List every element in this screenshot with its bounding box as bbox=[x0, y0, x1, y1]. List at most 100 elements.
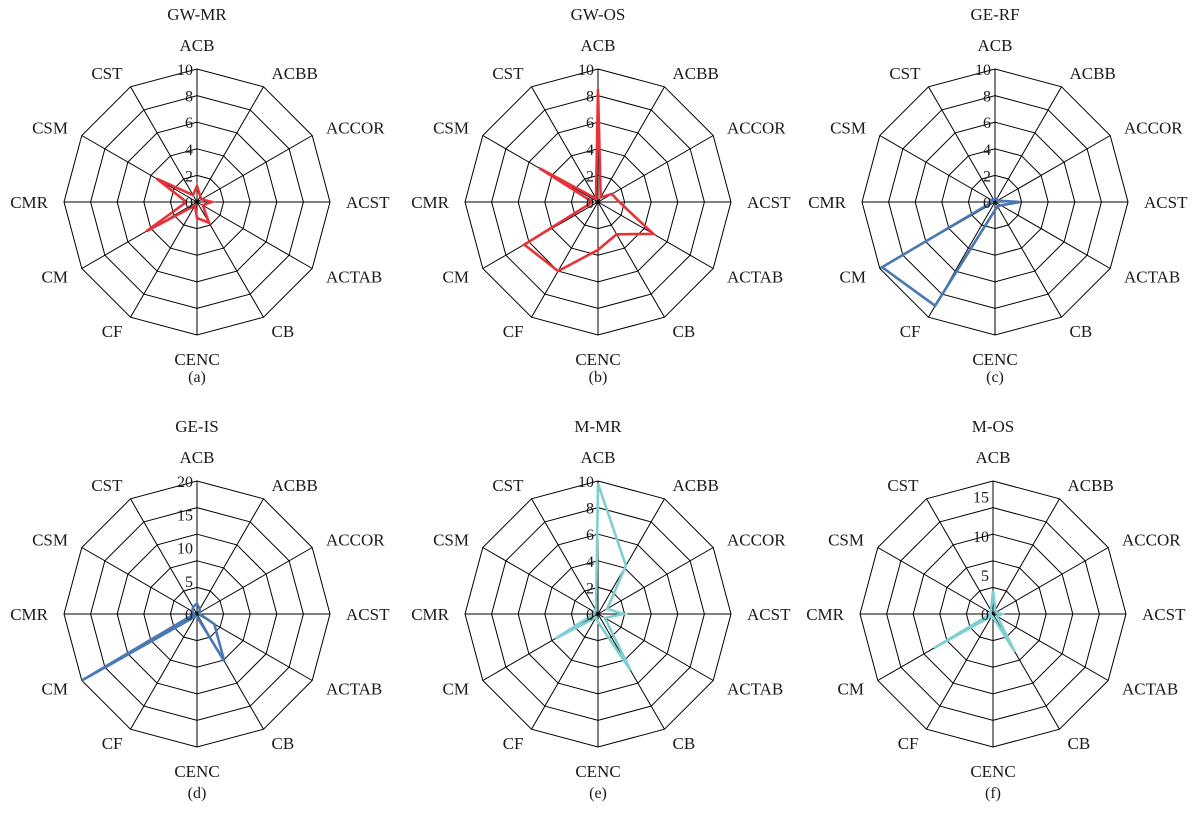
radial-tick-label: 8 bbox=[983, 89, 991, 106]
chart-title: GW-OS bbox=[571, 5, 626, 24]
category-label: ACB bbox=[581, 36, 616, 55]
category-label: CENC bbox=[174, 350, 219, 369]
category-label: CMR bbox=[10, 605, 48, 624]
panel-label: (b) bbox=[589, 369, 608, 386]
category-label: ACST bbox=[747, 193, 791, 212]
category-label: ACST bbox=[1144, 193, 1188, 212]
radial-tick-label: 6 bbox=[185, 115, 193, 132]
chart-title: GE-IS bbox=[175, 417, 218, 436]
category-label: ACTAB bbox=[1122, 680, 1178, 699]
category-label: CST bbox=[492, 64, 524, 83]
radial-tick-label: 8 bbox=[185, 89, 193, 106]
category-label: CSM bbox=[828, 531, 864, 550]
category-label: CM bbox=[42, 268, 68, 287]
radial-tick-label: 2 bbox=[586, 580, 594, 597]
radial-tick-label: 8 bbox=[586, 501, 594, 518]
panel-label: (f) bbox=[985, 785, 1001, 802]
category-label: ACBB bbox=[1070, 64, 1116, 83]
chart-title: M-MR bbox=[574, 417, 622, 436]
category-label: CF bbox=[503, 734, 524, 753]
category-label: CST bbox=[492, 476, 524, 495]
chart-title: GE-RF bbox=[970, 5, 1019, 24]
radial-tick-label: 0 bbox=[981, 607, 989, 624]
category-label: CSM bbox=[830, 119, 866, 138]
category-label: CENC bbox=[174, 762, 219, 781]
category-label: CM bbox=[443, 268, 469, 287]
category-label: CB bbox=[272, 322, 295, 341]
radar-panel-1: 0246810ACBACBBACCORACSTACTABCBCENCCFCMCM… bbox=[10, 5, 390, 386]
category-label: ACBB bbox=[272, 64, 318, 83]
category-label: ACTAB bbox=[727, 268, 783, 287]
radar-panel-5: 0246810ACBACBBACCORACSTACTABCBCENCCFCMCM… bbox=[411, 417, 791, 802]
category-label: ACTAB bbox=[326, 268, 382, 287]
category-label: CB bbox=[673, 322, 696, 341]
radial-tick-label: 15 bbox=[177, 507, 193, 524]
radial-tick-label: 0 bbox=[185, 607, 193, 624]
radar-series-line bbox=[934, 591, 1015, 652]
category-label: ACBB bbox=[1068, 476, 1114, 495]
category-label: ACB bbox=[180, 36, 215, 55]
category-label: CM bbox=[42, 680, 68, 699]
radar-series-line bbox=[82, 603, 225, 680]
category-label: CSM bbox=[32, 119, 68, 138]
category-label: ACB bbox=[976, 448, 1011, 467]
category-label: ACB bbox=[581, 448, 616, 467]
radial-tick-label: 4 bbox=[983, 142, 991, 159]
category-label: CF bbox=[898, 734, 919, 753]
category-label: ACCOR bbox=[727, 119, 786, 138]
category-label: CMR bbox=[411, 193, 449, 212]
panel-label: (a) bbox=[188, 369, 206, 386]
category-label: CF bbox=[102, 322, 123, 341]
radial-tick-label: 0 bbox=[586, 607, 594, 624]
category-label: ACCOR bbox=[326, 119, 385, 138]
radial-tick-label: 5 bbox=[981, 568, 989, 585]
radial-tick-label: 10 bbox=[177, 62, 193, 79]
radial-tick-label: 20 bbox=[177, 474, 193, 491]
category-label: ACTAB bbox=[727, 680, 783, 699]
category-label: CST bbox=[889, 64, 921, 83]
category-label: ACTAB bbox=[326, 680, 382, 699]
category-label: CMR bbox=[806, 605, 844, 624]
category-label: CENC bbox=[972, 350, 1017, 369]
radial-tick-label: 10 bbox=[578, 474, 594, 491]
category-label: CB bbox=[1070, 322, 1093, 341]
radial-tick-label: 0 bbox=[983, 195, 991, 212]
category-label: CF bbox=[900, 322, 921, 341]
category-label: ACBB bbox=[673, 476, 719, 495]
radial-tick-label: 2 bbox=[983, 168, 991, 185]
category-label: CMR bbox=[808, 193, 846, 212]
panel-label: (c) bbox=[986, 369, 1004, 386]
radial-tick-label: 2 bbox=[185, 168, 193, 185]
radial-tick-label: 15 bbox=[973, 490, 989, 507]
radial-tick-label: 2 bbox=[586, 168, 594, 185]
radial-tick-label: 4 bbox=[185, 142, 193, 159]
category-label: ACB bbox=[978, 36, 1013, 55]
panel-label: (d) bbox=[188, 785, 207, 802]
category-label: CST bbox=[887, 476, 919, 495]
radial-tick-label: 10 bbox=[578, 62, 594, 79]
radar-panel-2: 0246810ACBACBBACCORACSTACTABCBCENCCFCMCM… bbox=[411, 5, 791, 386]
radial-tick-label: 10 bbox=[973, 529, 989, 546]
category-label: CSM bbox=[433, 119, 469, 138]
category-label: CSM bbox=[32, 531, 68, 550]
radar-series-line bbox=[146, 179, 211, 232]
category-label: ACTAB bbox=[1124, 268, 1180, 287]
radar-panel-4: 05101520ACBACBBACCORACSTACTABCBCENCCFCMC… bbox=[10, 417, 390, 802]
category-label: ACCOR bbox=[1124, 119, 1183, 138]
radial-tick-label: 0 bbox=[185, 195, 193, 212]
category-label: ACBB bbox=[272, 476, 318, 495]
chart-title: M-OS bbox=[972, 417, 1015, 436]
radial-tick-label: 4 bbox=[586, 554, 594, 571]
radar-panel-3: 0246810ACBACBBACCORACSTACTABCBCENCCFCMCM… bbox=[808, 5, 1188, 386]
category-label: CST bbox=[91, 476, 123, 495]
radar-panel-6: 051015ACBACBBACCORACSTACTABCBCENCCFCMCMR… bbox=[806, 417, 1186, 802]
radial-tick-label: 6 bbox=[586, 527, 594, 544]
category-label: ACST bbox=[747, 605, 791, 624]
radial-tick-label: 4 bbox=[586, 142, 594, 159]
category-label: CM bbox=[840, 268, 866, 287]
radial-tick-label: 5 bbox=[185, 574, 193, 591]
category-label: ACB bbox=[180, 448, 215, 467]
category-label: CM bbox=[443, 680, 469, 699]
